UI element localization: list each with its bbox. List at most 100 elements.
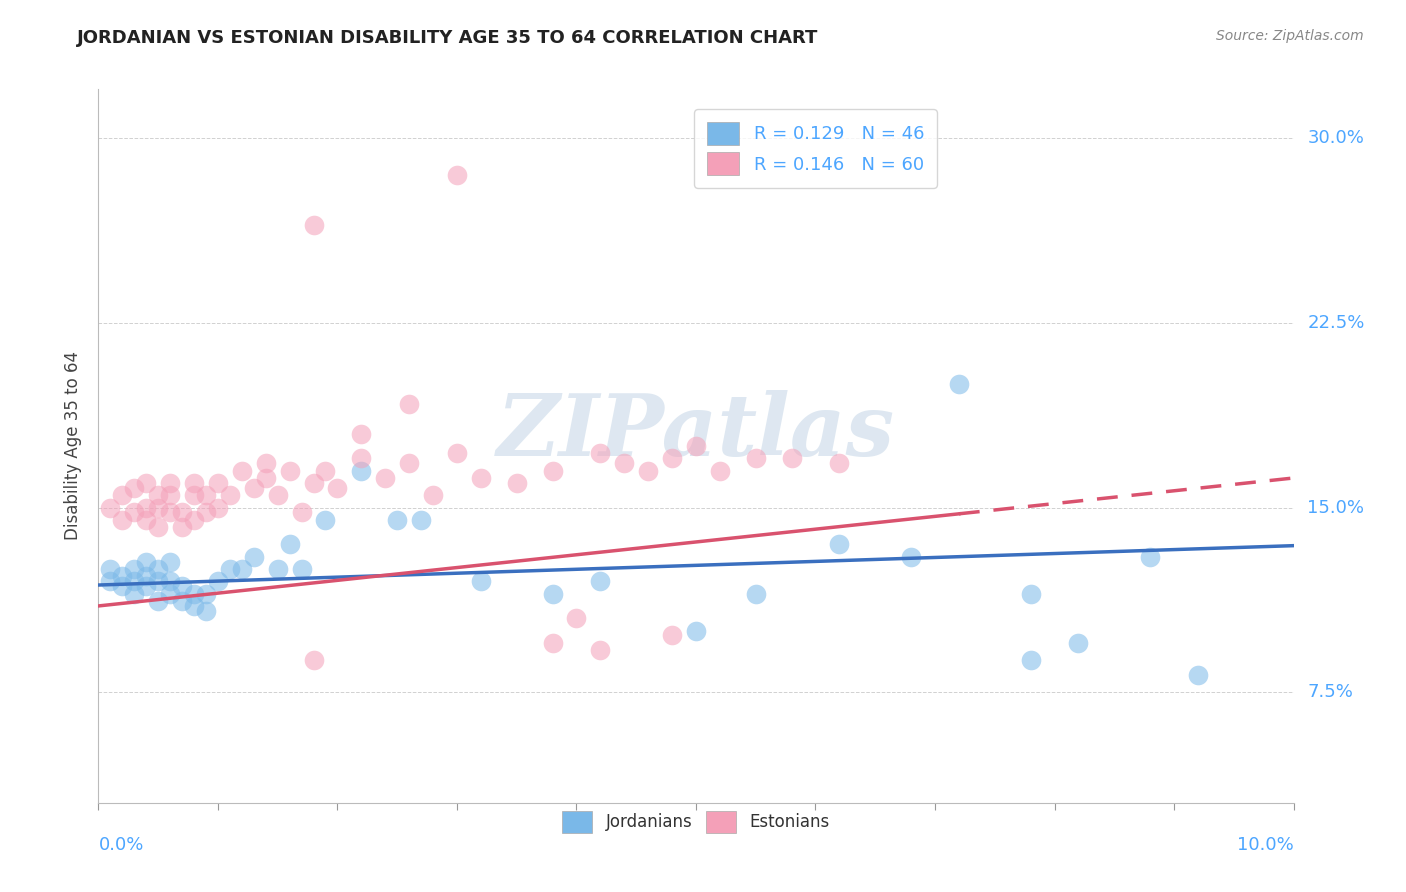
Text: 30.0%: 30.0% — [1308, 129, 1364, 147]
Point — [159, 574, 181, 589]
Point — [446, 169, 468, 183]
Text: 22.5%: 22.5% — [1308, 314, 1365, 332]
Point — [124, 574, 146, 589]
Point — [948, 377, 970, 392]
Point — [219, 488, 242, 502]
Point — [135, 500, 157, 515]
Point — [350, 426, 373, 441]
Point — [398, 456, 420, 470]
Point — [302, 218, 325, 232]
Point — [661, 451, 683, 466]
Point — [745, 451, 768, 466]
Point — [267, 562, 290, 576]
Point — [195, 587, 218, 601]
Point — [124, 587, 146, 601]
Point — [148, 500, 170, 515]
Point — [243, 481, 266, 495]
Text: 15.0%: 15.0% — [1308, 499, 1364, 516]
Point — [183, 488, 205, 502]
Point — [254, 471, 277, 485]
Point — [315, 513, 337, 527]
Point — [613, 456, 636, 470]
Point — [350, 451, 373, 466]
Legend: Jordanians, Estonians: Jordanians, Estonians — [554, 803, 838, 841]
Point — [350, 464, 373, 478]
Text: JORDANIAN VS ESTONIAN DISABILITY AGE 35 TO 64 CORRELATION CHART: JORDANIAN VS ESTONIAN DISABILITY AGE 35 … — [77, 29, 818, 46]
Point — [159, 555, 181, 569]
Text: ZIPatlas: ZIPatlas — [496, 390, 896, 474]
Point — [124, 481, 146, 495]
Point — [398, 397, 420, 411]
Point — [148, 574, 170, 589]
Y-axis label: Disability Age 35 to 64: Disability Age 35 to 64 — [65, 351, 83, 541]
Point — [422, 488, 444, 502]
Point — [159, 475, 181, 490]
Point — [172, 579, 194, 593]
Point — [172, 594, 194, 608]
Point — [219, 562, 242, 576]
Point — [135, 555, 157, 569]
Point — [315, 464, 337, 478]
Point — [541, 636, 564, 650]
Point — [135, 569, 157, 583]
Point — [183, 587, 205, 601]
Point — [183, 599, 205, 613]
Point — [709, 464, 731, 478]
Point — [159, 488, 181, 502]
Point — [1139, 549, 1161, 564]
Point — [446, 446, 468, 460]
Point — [183, 513, 205, 527]
Point — [685, 439, 707, 453]
Point — [1067, 636, 1090, 650]
Point — [685, 624, 707, 638]
Point — [207, 475, 229, 490]
Point — [828, 537, 851, 551]
Point — [195, 505, 218, 519]
Point — [135, 513, 157, 527]
Point — [1187, 668, 1209, 682]
Point — [1019, 587, 1042, 601]
Point — [195, 488, 218, 502]
Point — [278, 537, 301, 551]
Point — [159, 587, 181, 601]
Point — [374, 471, 396, 485]
Point — [661, 628, 683, 642]
Point — [541, 587, 564, 601]
Point — [589, 574, 612, 589]
Point — [148, 562, 170, 576]
Point — [302, 475, 325, 490]
Point — [541, 464, 564, 478]
Point — [148, 520, 170, 534]
Point — [172, 505, 194, 519]
Point — [183, 475, 205, 490]
Point — [506, 475, 529, 490]
Point — [470, 574, 492, 589]
Point — [326, 481, 349, 495]
Point — [254, 456, 277, 470]
Point — [291, 562, 314, 576]
Point — [111, 579, 134, 593]
Point — [135, 579, 157, 593]
Point — [98, 500, 122, 515]
Point — [267, 488, 290, 502]
Text: Source: ZipAtlas.com: Source: ZipAtlas.com — [1216, 29, 1364, 43]
Point — [148, 488, 170, 502]
Point — [1019, 653, 1042, 667]
Point — [111, 569, 134, 583]
Point — [148, 594, 170, 608]
Point — [411, 513, 433, 527]
Point — [98, 562, 122, 576]
Point — [172, 520, 194, 534]
Point — [780, 451, 803, 466]
Text: 7.5%: 7.5% — [1308, 683, 1354, 701]
Point — [159, 505, 181, 519]
Point — [195, 604, 218, 618]
Point — [135, 475, 157, 490]
Point — [828, 456, 851, 470]
Point — [111, 513, 134, 527]
Point — [589, 643, 612, 657]
Point — [207, 500, 229, 515]
Point — [291, 505, 314, 519]
Point — [243, 549, 266, 564]
Point — [565, 611, 588, 625]
